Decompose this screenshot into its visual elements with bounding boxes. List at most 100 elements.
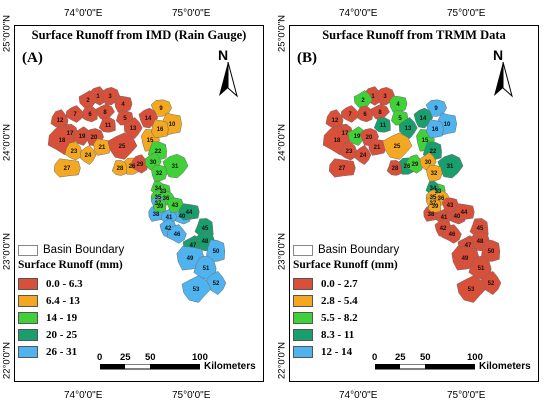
basin-number: 7 xyxy=(73,112,77,118)
basin-number: 37 xyxy=(155,201,162,207)
basin-number: 22 xyxy=(155,149,162,155)
basin-number: 52 xyxy=(488,281,495,287)
basin-number: 36 xyxy=(163,196,170,202)
basin-43 xyxy=(441,197,459,213)
basin-number: 41 xyxy=(441,215,448,221)
basin-number: 49 xyxy=(462,256,469,262)
basin-number: 6 xyxy=(363,112,367,118)
basin-number: 21 xyxy=(374,145,381,151)
map-panel-a: 74°0'0"E 75°0'0"E 74°0'0"E 75°0'0"E 25°0… xyxy=(2,8,264,401)
basin-27 xyxy=(53,158,81,178)
basin-number: 31 xyxy=(447,164,454,170)
basin-50 xyxy=(481,239,501,262)
basin-number: 9 xyxy=(159,106,163,112)
basin-number: 8 xyxy=(378,110,382,116)
basin-43 xyxy=(166,197,184,213)
basin-number: 10 xyxy=(444,122,451,128)
legend-title: Surface Runoff (mm) xyxy=(18,259,123,271)
basin-4 xyxy=(389,95,408,113)
basin-number: 14 xyxy=(420,116,427,122)
basin-number: 25 xyxy=(119,144,126,150)
basin-number: 53 xyxy=(468,287,475,293)
basin-number: 27 xyxy=(64,166,71,172)
map-frame xyxy=(289,25,539,382)
legend-swatch xyxy=(293,277,313,290)
basin-7 xyxy=(65,105,85,123)
legend-label: 0.0 - 6.3 xyxy=(46,277,83,290)
basin-number: 18 xyxy=(334,138,341,144)
basin-number: 1 xyxy=(371,94,375,100)
basin-number: 22 xyxy=(430,149,437,155)
basin-14 xyxy=(138,107,158,129)
basin-number: 40 xyxy=(179,214,186,220)
basin-number: 45 xyxy=(202,226,209,232)
legend-label: 8.3 - 11 xyxy=(321,328,355,341)
legend-item: 2.8 - 5.4 xyxy=(293,292,399,309)
basin-number: 20 xyxy=(366,135,373,141)
legend-swatch xyxy=(18,345,38,358)
legend-label: 0.0 - 2.7 xyxy=(321,277,358,290)
basin-number: 37 xyxy=(430,201,437,207)
boundary-swatch xyxy=(18,244,38,256)
basin-number: 28 xyxy=(117,166,124,172)
basin-32 xyxy=(151,164,168,182)
lon-label-bottom-75: 75°0'0"E xyxy=(447,390,486,401)
lon-label-top-75: 75°0'0"E xyxy=(447,8,486,19)
legend-boundary: Basin Boundary xyxy=(293,244,399,256)
basin-number: 42 xyxy=(440,226,447,232)
basin-number: 32 xyxy=(156,171,163,177)
basin-number: 2 xyxy=(361,98,365,104)
lon-label-top-75: 75°0'0"E xyxy=(172,8,211,19)
basin-number: 5 xyxy=(123,116,127,122)
basin-number: 28 xyxy=(392,166,399,172)
basin-number: 48 xyxy=(477,239,484,245)
basin-number: 13 xyxy=(130,126,137,132)
basin-24 xyxy=(355,145,372,165)
legend-title: Surface Runoff (mm) xyxy=(293,259,398,271)
north-arrow-icon xyxy=(219,61,238,98)
basin-number: 45 xyxy=(477,226,484,232)
boundary-label: Basin Boundary xyxy=(318,244,400,256)
scale-tick: 0 xyxy=(372,352,378,363)
basin-number: 50 xyxy=(213,249,220,255)
basin-50 xyxy=(206,239,226,262)
basin-number: 29 xyxy=(412,162,419,168)
basin-number: 10 xyxy=(169,122,176,128)
scale-tick: 25 xyxy=(120,352,131,363)
basin-number: 35 xyxy=(430,195,437,201)
basin-number: 33 xyxy=(435,189,442,195)
basin-number: 20 xyxy=(91,135,98,141)
basin-13 xyxy=(398,117,418,139)
basin-number: 51 xyxy=(478,266,485,272)
scale-tick: 25 xyxy=(395,352,406,363)
basin-number: 29 xyxy=(137,162,144,168)
panel-label: (A) xyxy=(22,50,43,66)
basin-number: 23 xyxy=(71,149,78,155)
legend-label: 26 - 31 xyxy=(46,345,78,358)
scale-unit: Kilometers xyxy=(204,361,256,372)
basin-number: 18 xyxy=(59,138,66,144)
basin-number: 1 xyxy=(96,94,100,100)
lon-label-top-74: 74°0'0"E xyxy=(339,8,378,19)
basin-number: 49 xyxy=(187,256,194,262)
basin-number: 34 xyxy=(155,186,162,192)
basin-number: 17 xyxy=(67,131,74,137)
basin-number: 15 xyxy=(422,138,429,144)
basin-number: 32 xyxy=(431,171,438,177)
basin-number: 12 xyxy=(57,118,64,124)
legend-item: 0.0 - 2.7 xyxy=(293,275,399,292)
scale-unit: Kilometers xyxy=(479,361,531,372)
legend-label: 12 - 14 xyxy=(321,345,353,358)
legend-item: 5.5 - 8.2 xyxy=(293,309,399,326)
north-label: N xyxy=(493,47,504,63)
basin-7 xyxy=(340,105,360,123)
map-panel-b: 74°0'0"E 75°0'0"E 74°0'0"E 75°0'0"E 25°0… xyxy=(275,0,550,409)
basin-number: 44 xyxy=(186,210,193,216)
basin-32 xyxy=(426,164,443,182)
basin-29 xyxy=(130,154,149,174)
basin-31 xyxy=(437,153,464,179)
basin-25 xyxy=(107,132,138,160)
scale-tick: 100 xyxy=(192,352,208,363)
legend-item: 14 - 19 xyxy=(18,309,124,326)
